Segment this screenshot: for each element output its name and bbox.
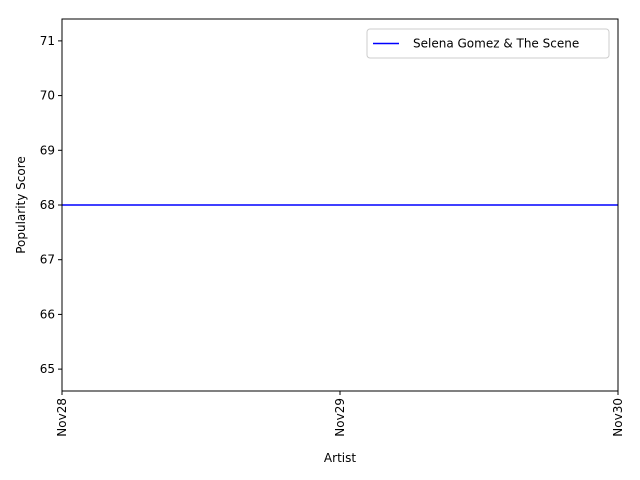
- y-tick-label: 67: [40, 253, 55, 267]
- legend-box: [366, 28, 610, 59]
- x-axis-title: Artist: [324, 451, 356, 465]
- y-tick-label: 65: [40, 362, 55, 376]
- y-tick-label: 69: [40, 143, 55, 157]
- y-axis-title: Popularity Score: [14, 156, 28, 254]
- y-tick-label: 71: [40, 34, 55, 48]
- plot-area: 65 66 67 68 69 70 71 Nov28 Nov29 Nov30 Selena Gome…: [40, 18, 625, 437]
- x-tick-label: Nov30: [611, 398, 625, 437]
- y-tick-label: 68: [40, 198, 55, 212]
- legend-label: Selena Gomez & The Scene: [413, 37, 579, 51]
- x-tick-label: Nov28: [55, 398, 69, 437]
- x-tick-label: Nov29: [333, 398, 347, 437]
- y-tick-label: 70: [40, 89, 55, 103]
- y-tick-label: 66: [40, 307, 55, 321]
